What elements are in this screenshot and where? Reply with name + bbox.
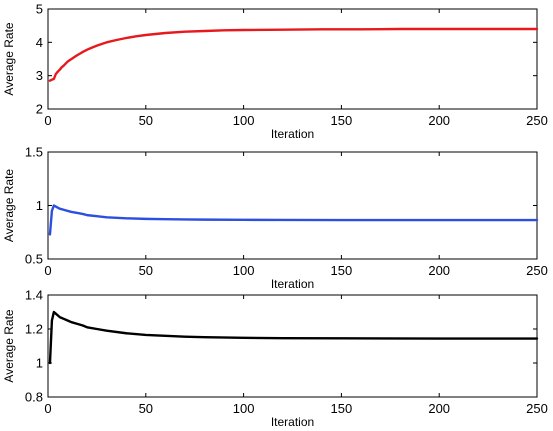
plot-frame-middle bbox=[47, 151, 538, 260]
x-axis-label-top: Iteration bbox=[271, 127, 314, 141]
x-axis-label-middle: Iteration bbox=[271, 277, 314, 291]
y-tick-label-top-2: 4 bbox=[36, 35, 43, 50]
y-tick-label-middle-1: 1 bbox=[36, 198, 43, 213]
chart-top: 0 50 100 150 200 250 2 3 4 5 Iteration Average Rate bbox=[2, 2, 548, 142]
chart-middle: 0 50 100 150 200 250 0.5 1 1.5 Iteration Average R… bbox=[2, 145, 548, 292]
y-tick-label-bottom-0: 0.8 bbox=[25, 390, 43, 405]
x-tick-label-middle-0: 0 bbox=[44, 263, 51, 278]
plot-frame-bottom bbox=[47, 294, 538, 398]
x-axis-label-bottom: Iteration bbox=[271, 415, 314, 429]
x-tick-label-middle-3: 150 bbox=[331, 263, 353, 278]
x-tick-label-bottom-4: 200 bbox=[428, 401, 450, 416]
x-tick-label-middle-1: 50 bbox=[139, 263, 153, 278]
y-axis-label-middle: Average Rate bbox=[2, 169, 16, 242]
x-tick-label-middle-5: 250 bbox=[526, 263, 548, 278]
y-axis-label-top: Average Rate bbox=[2, 22, 16, 95]
x-tick-label-bottom-5: 250 bbox=[526, 401, 548, 416]
y-tick-label-top-3: 5 bbox=[36, 2, 43, 17]
y-axis-label-bottom: Average Rate bbox=[2, 309, 16, 382]
chart-bottom: 0 50 100 150 200 250 0.8 1 1.2 1.4 Iteration Averag… bbox=[2, 288, 548, 430]
y-tick-label-middle-2: 1.5 bbox=[25, 145, 43, 160]
x-tick-label-top-0: 0 bbox=[44, 113, 51, 128]
x-tick-label-top-3: 150 bbox=[331, 113, 353, 128]
series-line-middle-0 bbox=[48, 204, 539, 236]
y-tick-label-bottom-3: 1.4 bbox=[25, 288, 43, 303]
plot-frame-top bbox=[47, 8, 538, 110]
x-tick-label-top-4: 200 bbox=[428, 113, 450, 128]
y-tick-label-top-0: 2 bbox=[36, 102, 43, 117]
x-tick-label-bottom-3: 150 bbox=[331, 401, 353, 416]
x-tick-label-top-5: 250 bbox=[526, 113, 548, 128]
y-tick-label-top-1: 3 bbox=[36, 68, 43, 83]
x-tick-label-top-1: 50 bbox=[139, 113, 153, 128]
series-line-bottom-0 bbox=[48, 310, 539, 365]
x-tick-label-middle-2: 100 bbox=[233, 263, 255, 278]
x-tick-label-bottom-1: 50 bbox=[139, 401, 153, 416]
x-tick-label-bottom-2: 100 bbox=[233, 401, 255, 416]
y-tick-label-bottom-2: 1.2 bbox=[25, 322, 43, 337]
x-tick-label-top-2: 100 bbox=[233, 113, 255, 128]
x-tick-label-middle-4: 200 bbox=[428, 263, 450, 278]
y-tick-label-bottom-1: 1 bbox=[36, 356, 43, 371]
series-line-top-0 bbox=[48, 27, 539, 82]
x-tick-label-bottom-0: 0 bbox=[44, 401, 51, 416]
y-tick-label-middle-0: 0.5 bbox=[25, 252, 43, 267]
